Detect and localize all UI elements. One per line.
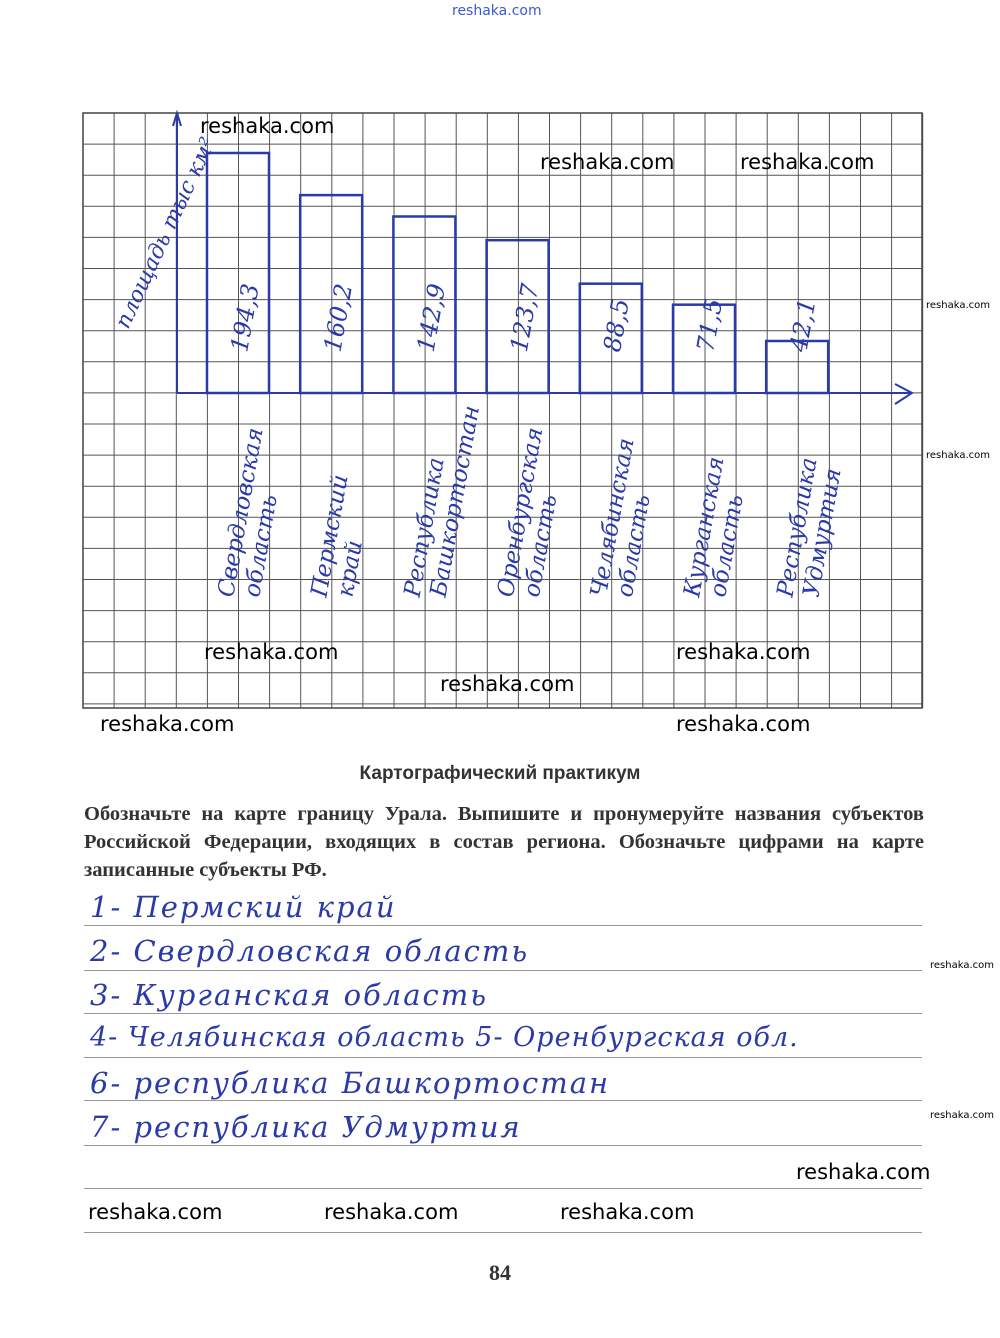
- bar: [764, 339, 830, 395]
- bar: [671, 303, 737, 395]
- bar: [205, 151, 271, 395]
- watermark: reshaka.com: [926, 300, 990, 311]
- ruled-line: [84, 925, 922, 926]
- answer-line: 1- Пермский край: [90, 890, 397, 924]
- watermark: reshaka.com: [560, 1200, 695, 1224]
- bar-value-label: 160,2: [319, 282, 359, 355]
- answer-line: 3- Курганская область: [90, 978, 489, 1012]
- watermark: reshaka.com: [452, 3, 542, 19]
- watermark: reshaka.com: [204, 640, 339, 664]
- answer-line: 7- республика Удмуртия: [90, 1110, 522, 1144]
- ruled-line: [84, 1057, 922, 1058]
- bar-value-label: 142,9: [412, 282, 452, 355]
- bar-value-label: 88,5: [598, 297, 635, 354]
- bar: [392, 215, 457, 395]
- chart-grid: [82, 112, 924, 709]
- watermark: reshaka.com: [440, 672, 575, 696]
- answer-line: 6- республика Башкортостан: [90, 1066, 611, 1100]
- chart-bars: 194,3Свердловскаяобласть160,2Пермскийкра…: [205, 151, 847, 600]
- watermark: reshaka.com: [540, 150, 675, 174]
- watermark: reshaka.com: [200, 114, 335, 138]
- ruled-line: [84, 1100, 922, 1101]
- bar-chart: 194,3Свердловскаяобласть160,2Пермскийкра…: [82, 109, 924, 709]
- watermark: reshaka.com: [324, 1200, 459, 1224]
- watermark: reshaka.com: [676, 712, 811, 736]
- bar-value-label: 42,1: [784, 297, 821, 355]
- watermark: reshaka.com: [926, 450, 990, 461]
- ruled-line: [84, 1232, 922, 1233]
- ruled-line: [84, 970, 922, 971]
- ruled-line: [84, 1188, 922, 1189]
- watermark: reshaka.com: [676, 640, 811, 664]
- watermark: reshaka.com: [88, 1200, 223, 1224]
- watermark: reshaka.com: [740, 150, 875, 174]
- watermark: reshaka.com: [930, 1110, 994, 1121]
- bar: [298, 193, 364, 395]
- answer-line: 4- Челябинская область 5- Оренбургская о…: [90, 1022, 799, 1053]
- grid-border: [82, 112, 923, 709]
- x-axis-arrow-icon: [894, 383, 914, 405]
- y-axis-arrow-icon: [172, 109, 182, 127]
- ruled-line: [84, 1013, 922, 1014]
- y-axis-label: площадь тыс км²: [111, 134, 221, 333]
- bar: [578, 282, 644, 395]
- bar-value-label: 194,3: [225, 282, 265, 355]
- task-text: Обозначьте на карте границу Урала. Выпиш…: [84, 803, 924, 881]
- watermark: reshaka.com: [930, 960, 994, 971]
- bar: [485, 238, 550, 395]
- page-number: 84: [489, 1260, 511, 1285]
- watermark: reshaka.com: [100, 712, 235, 736]
- bar-value-label: 123,7: [505, 281, 545, 354]
- watermark: reshaka.com: [796, 1160, 931, 1184]
- ruled-line: [84, 1145, 922, 1146]
- section-title: Картографический практикум: [359, 763, 641, 784]
- answer-line: 2- Свердловская область: [90, 934, 530, 968]
